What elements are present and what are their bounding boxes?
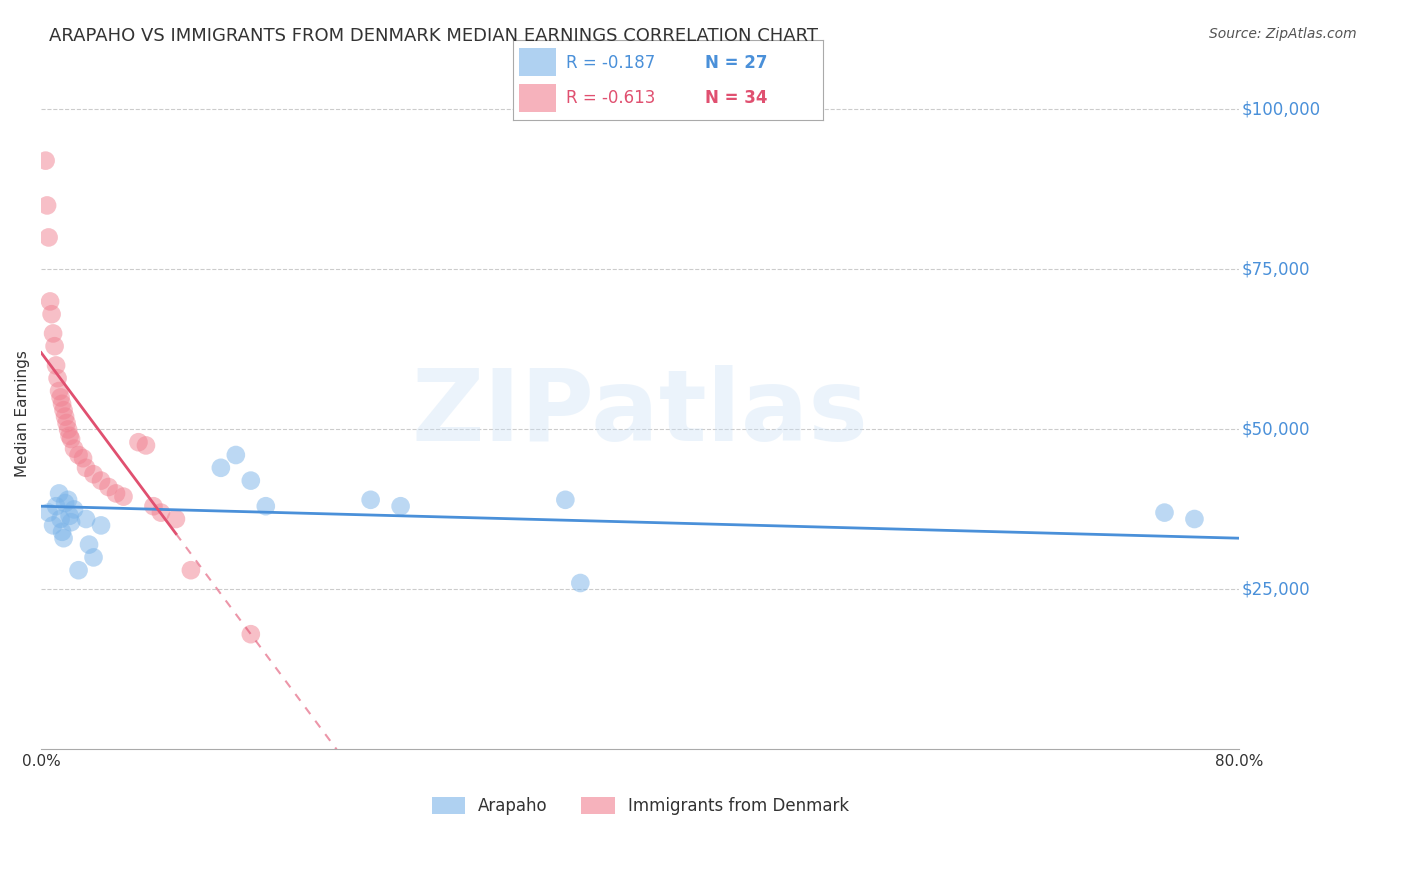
Y-axis label: Median Earnings: Median Earnings — [15, 350, 30, 477]
Point — [90, 474, 112, 488]
Point — [142, 499, 165, 513]
Point — [77, 538, 100, 552]
Point — [67, 448, 90, 462]
Point — [39, 294, 62, 309]
Point — [569, 576, 592, 591]
Point — [67, 563, 90, 577]
Point — [63, 502, 86, 516]
Bar — [519, 48, 557, 77]
Point — [46, 371, 69, 385]
Point — [37, 198, 59, 212]
Point — [53, 496, 76, 510]
Point — [55, 416, 77, 430]
Point — [97, 480, 120, 494]
Point — [72, 451, 94, 466]
Point — [52, 403, 75, 417]
Point — [48, 486, 70, 500]
Point — [149, 506, 172, 520]
Point — [51, 524, 73, 539]
Point — [1184, 512, 1206, 526]
Point — [48, 384, 70, 398]
Point — [58, 508, 80, 523]
Text: $50,000: $50,000 — [1241, 420, 1310, 438]
Point — [53, 409, 76, 424]
Point — [180, 563, 202, 577]
Point — [165, 512, 187, 526]
Point — [90, 518, 112, 533]
Point — [554, 492, 576, 507]
Point — [45, 499, 67, 513]
Point — [42, 326, 65, 341]
Point — [41, 307, 63, 321]
Point — [239, 627, 262, 641]
Point — [75, 512, 97, 526]
Point — [209, 460, 232, 475]
Point — [51, 397, 73, 411]
Point — [49, 391, 72, 405]
Legend: Arapaho, Immigrants from Denmark: Arapaho, Immigrants from Denmark — [425, 790, 856, 822]
Point — [254, 499, 277, 513]
Point — [56, 422, 79, 436]
Point — [83, 550, 105, 565]
Point — [83, 467, 105, 482]
Text: $100,000: $100,000 — [1241, 101, 1320, 119]
Point — [225, 448, 247, 462]
Point — [1153, 506, 1175, 520]
Text: $25,000: $25,000 — [1241, 581, 1310, 599]
Point — [34, 153, 56, 168]
Point — [45, 359, 67, 373]
Point — [75, 460, 97, 475]
Point — [239, 474, 262, 488]
Text: R = -0.187: R = -0.187 — [565, 54, 655, 71]
Point — [60, 515, 83, 529]
Point — [49, 512, 72, 526]
Point — [127, 435, 149, 450]
Point — [389, 499, 412, 513]
Point — [58, 429, 80, 443]
Text: ARAPAHO VS IMMIGRANTS FROM DENMARK MEDIAN EARNINGS CORRELATION CHART: ARAPAHO VS IMMIGRANTS FROM DENMARK MEDIA… — [49, 27, 818, 45]
Text: $75,000: $75,000 — [1241, 260, 1310, 278]
Text: N = 34: N = 34 — [704, 89, 768, 107]
Point — [63, 442, 86, 456]
Point — [38, 506, 60, 520]
Point — [56, 492, 79, 507]
Point — [52, 531, 75, 545]
Point — [112, 490, 135, 504]
Text: R = -0.613: R = -0.613 — [565, 89, 655, 107]
Bar — [519, 85, 557, 112]
Point — [38, 230, 60, 244]
Text: Source: ZipAtlas.com: Source: ZipAtlas.com — [1209, 27, 1357, 41]
Point — [105, 486, 128, 500]
Point — [135, 438, 157, 452]
Point — [60, 432, 83, 446]
Point — [360, 492, 382, 507]
Point — [42, 518, 65, 533]
Point — [44, 339, 66, 353]
Text: ZIPatlas: ZIPatlas — [412, 365, 869, 462]
Text: N = 27: N = 27 — [704, 54, 768, 71]
